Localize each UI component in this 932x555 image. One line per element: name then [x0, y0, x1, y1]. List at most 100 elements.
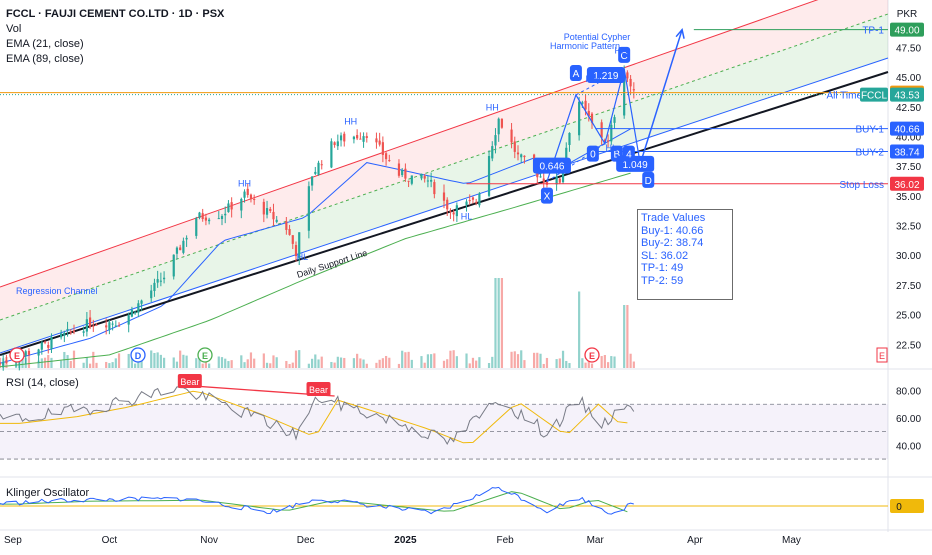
- hl-label: HL: [606, 143, 618, 153]
- price-tick: 22.50: [896, 340, 921, 351]
- candle-body: [626, 72, 629, 79]
- candle-body: [455, 205, 458, 217]
- candle-body: [491, 146, 494, 159]
- candle-body: [291, 235, 294, 244]
- candle-body: [510, 129, 513, 143]
- candle-body: [520, 154, 523, 158]
- candle-body: [162, 277, 166, 280]
- candle-body: [426, 180, 430, 182]
- time-tick: Apr: [687, 535, 703, 546]
- candle-body: [111, 323, 114, 325]
- volume-bar: [288, 363, 291, 368]
- ratio-ac-label-bg: [586, 66, 625, 83]
- candle-body: [294, 245, 298, 257]
- candle-body: [442, 192, 446, 201]
- regression-channel: [0, 0, 889, 354]
- trade-values-box[interactable]: Trade Values Buy-1: 40.66 Buy-2: 38.74 S…: [637, 209, 733, 300]
- ema21-legend[interactable]: EMA (21, close): [6, 38, 84, 50]
- channel-mid-line: [0, 13, 889, 321]
- candle-body: [230, 202, 233, 210]
- candle-body: [37, 349, 40, 356]
- point-zero-label: 0: [590, 150, 596, 161]
- candle-body: [208, 219, 211, 222]
- candle-body: [523, 155, 526, 158]
- volume-bar: [523, 360, 526, 368]
- volume-bar: [513, 351, 516, 368]
- candle-body: [336, 141, 339, 147]
- point-four-label: 4: [626, 150, 632, 161]
- candle-body: [185, 237, 188, 240]
- ema21-line: [0, 128, 631, 364]
- candle-body: [179, 247, 182, 251]
- candle-body: [72, 330, 76, 332]
- volume-bar: [27, 353, 31, 368]
- bear-label-1-bg: [177, 374, 202, 388]
- volume-bar: [449, 350, 452, 368]
- ema89-legend[interactable]: EMA (89, close): [6, 53, 84, 65]
- candle-body: [108, 322, 111, 331]
- volume-bar: [606, 362, 610, 368]
- time-tick: Sep: [4, 535, 22, 546]
- volume-bar: [127, 353, 130, 368]
- hl-label: HL: [461, 212, 473, 222]
- candle-body: [471, 197, 475, 200]
- candle-body: [568, 132, 571, 145]
- candle-body: [468, 200, 471, 202]
- volume-bar: [253, 358, 256, 368]
- candle-body: [220, 216, 224, 220]
- trade-levels: TP-1 All Time BUY-1 BUY-2 Stop Loss FCCL: [0, 26, 888, 191]
- volume-bar: [558, 358, 561, 368]
- rsi-legend[interactable]: RSI (14, close): [6, 377, 79, 389]
- candle-body: [430, 179, 433, 182]
- candle-body: [384, 153, 388, 160]
- volume-bar: [37, 360, 40, 368]
- candle-body: [500, 118, 504, 128]
- candle-body: [217, 218, 220, 220]
- hh-label: HH: [238, 178, 251, 188]
- klinger-legend[interactable]: Klinger Oscillator: [6, 487, 90, 499]
- point-c-label: C: [621, 51, 628, 62]
- projection-arrowhead: [675, 28, 685, 39]
- candle-body: [50, 337, 53, 349]
- candle-body: [265, 208, 269, 215]
- volume-bar: [497, 278, 500, 368]
- candle-body: [343, 133, 346, 142]
- candle-body: [561, 165, 565, 183]
- candle-body: [63, 332, 66, 336]
- volume-bar: [111, 362, 114, 368]
- point-d-label-bg: [642, 171, 655, 188]
- point-zero-label-bg: [586, 145, 599, 162]
- volume-bar: [442, 360, 446, 368]
- trade-box-tp1: TP-1: 49: [641, 262, 684, 274]
- price-tick: 42.50: [896, 103, 921, 114]
- candle-body: [407, 180, 410, 182]
- candle-body: [397, 163, 401, 176]
- candle-body: [542, 178, 545, 183]
- volume-bar: [632, 361, 635, 368]
- candle-body: [494, 135, 497, 146]
- stop-loss-label: Stop Loss: [840, 180, 884, 191]
- volume-bar: [578, 291, 581, 368]
- volume-bar: [294, 350, 298, 368]
- candle-body: [60, 333, 63, 338]
- volume-bar: [510, 351, 513, 368]
- candle-body: [600, 122, 603, 138]
- volume-bar: [478, 357, 481, 368]
- volume-bar: [159, 354, 162, 368]
- volume-bar: [410, 359, 413, 368]
- symbol-title[interactable]: FCCL · FAUJI CEMENT CO.LTD · 1D · PSX: [6, 8, 225, 20]
- candle-body: [632, 89, 635, 91]
- vol-legend[interactable]: Vol: [6, 23, 22, 35]
- candle-body: [359, 138, 362, 140]
- volume-bar: [320, 356, 323, 368]
- volume-bar: [475, 360, 478, 368]
- candle-body: [288, 229, 291, 235]
- volume-bar: [336, 356, 339, 368]
- volume-bar: [613, 356, 616, 368]
- volume-bar: [208, 363, 211, 368]
- price-tag-label: 40.66: [894, 125, 919, 136]
- candle-body: [513, 141, 516, 152]
- candle-body: [243, 191, 246, 198]
